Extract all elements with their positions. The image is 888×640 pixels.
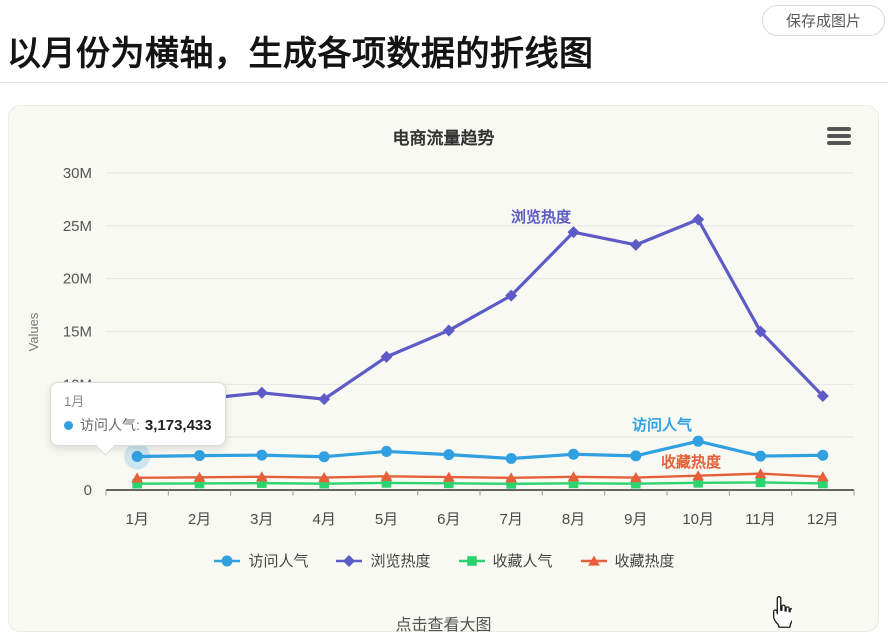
tooltip-value: 3,173,433 (144, 416, 212, 434)
chart-legend: 访问人气 浏览热度 收藏人气 收藏热度 (9, 550, 878, 571)
tooltip-month: 1月 (64, 394, 85, 409)
data-point[interactable] (343, 554, 356, 567)
legend-item-label: 访问人气 (248, 553, 309, 570)
circle-legend-marker-icon (214, 555, 241, 566)
legend-item[interactable]: 收藏热度 (579, 550, 675, 571)
square-legend-marker-icon (458, 555, 485, 566)
save-image-button[interactable]: 保存成图片 (762, 5, 885, 36)
hand-cursor-icon (773, 596, 792, 628)
page-title: 以月份为横轴，生成各项数据的折线图 (7, 35, 594, 73)
legend-item-label: 收藏人气 (492, 553, 553, 570)
chart-card: 电商流量趋势 访问人气 浏览热度 收藏人气 收藏热度 点击查看大图 (8, 105, 879, 634)
legend-item-label: 浏览热度 (370, 553, 431, 570)
data-point[interactable] (221, 555, 233, 566)
diamond-legend-marker-icon (336, 554, 363, 567)
legend-item[interactable]: 浏览热度 (334, 550, 431, 571)
header-divider (0, 82, 888, 83)
tooltip-series-label: 访问人气: (80, 417, 140, 433)
triangle-legend-marker-icon (580, 555, 607, 566)
legend-item[interactable]: 访问人气 (212, 550, 308, 571)
chart-title: 电商流量趋势 (392, 129, 495, 148)
tooltip-series-dot (64, 420, 73, 430)
legend-item[interactable]: 收藏人气 (457, 550, 553, 571)
view-large-image-link[interactable]: 点击查看大图 (395, 617, 492, 634)
data-point[interactable] (466, 555, 477, 566)
data-point[interactable] (587, 555, 600, 566)
chart-tooltip: 1月 访问人气: 3,173,433 (50, 382, 226, 456)
hamburger-menu-icon[interactable] (827, 127, 851, 149)
legend-item-label: 收藏热度 (614, 553, 675, 570)
